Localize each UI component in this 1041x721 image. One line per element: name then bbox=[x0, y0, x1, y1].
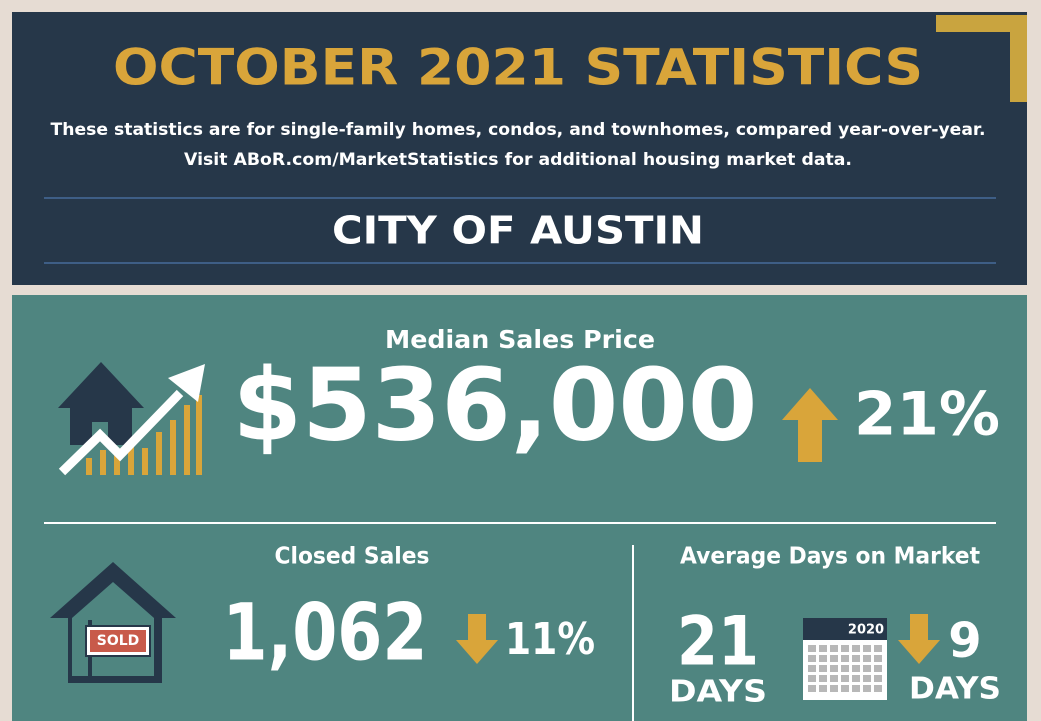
calendar-cell bbox=[819, 685, 827, 692]
calendar-cell bbox=[874, 665, 882, 672]
calendar-cell bbox=[841, 645, 849, 652]
calendar-cell bbox=[819, 645, 827, 652]
calendar-icon bbox=[803, 618, 887, 700]
stat-label: Average Days on Market bbox=[680, 544, 980, 570]
calendar-cell bbox=[819, 665, 827, 672]
stat-label: Closed Sales bbox=[275, 544, 430, 570]
calendar-cell bbox=[808, 685, 816, 692]
calendar-cell bbox=[808, 655, 816, 662]
corner-bracket bbox=[936, 15, 1027, 102]
calendar-cell bbox=[819, 655, 827, 662]
closed-sales-value: 1,062 bbox=[223, 588, 428, 678]
calendar-cell bbox=[852, 665, 860, 672]
calendar-cell bbox=[874, 645, 882, 652]
sold-house-icon bbox=[50, 562, 176, 683]
median-price: $536,000 bbox=[233, 346, 758, 463]
calendar-cell bbox=[841, 655, 849, 662]
calendar-cell bbox=[852, 675, 860, 682]
calendar-cell bbox=[841, 685, 849, 692]
subtitle: These statistics are for single-family h… bbox=[51, 120, 986, 140]
sold-sign: SOLD bbox=[97, 633, 140, 649]
calendar-cell bbox=[863, 665, 871, 672]
location: CITY OF AUSTIN bbox=[332, 209, 704, 253]
stat-label: Median Sales Price bbox=[385, 325, 655, 354]
median-change: 21% bbox=[854, 380, 1000, 450]
calendar-cell bbox=[830, 645, 838, 652]
dom-change: 9 bbox=[948, 613, 981, 669]
calendar-cell bbox=[874, 685, 882, 692]
calendar-cell bbox=[863, 685, 871, 692]
calendar-cell bbox=[830, 685, 838, 692]
calendar-cell bbox=[841, 665, 849, 672]
calendar-cell bbox=[863, 655, 871, 662]
calendar-cell bbox=[830, 675, 838, 682]
calendar-cell bbox=[808, 675, 816, 682]
calendar-cell bbox=[830, 665, 838, 672]
calendar-cell bbox=[874, 655, 882, 662]
calendar-cell bbox=[874, 675, 882, 682]
dom-change-unit: DAYS bbox=[909, 672, 1001, 707]
calendar-cell bbox=[808, 645, 816, 652]
calendar-cell bbox=[819, 675, 827, 682]
calendar-cell bbox=[841, 675, 849, 682]
dom-unit: DAYS bbox=[669, 675, 767, 710]
calendar-cell bbox=[852, 685, 860, 692]
dom-value: 21 bbox=[677, 603, 759, 682]
calendar-cell bbox=[852, 645, 860, 652]
header-panel bbox=[12, 12, 1027, 285]
up-arrow bbox=[782, 388, 838, 462]
subtitle: Visit ABoR.com/MarketStatistics for addi… bbox=[184, 150, 852, 170]
down-arrow bbox=[898, 614, 940, 664]
calendar-cell bbox=[830, 655, 838, 662]
down-arrow bbox=[456, 614, 498, 664]
calendar-cell bbox=[863, 645, 871, 652]
calendar-cell bbox=[852, 655, 860, 662]
calendar-cell bbox=[863, 675, 871, 682]
title: OCTOBER 2021 STATISTICS bbox=[113, 39, 923, 97]
closed-sales-change: 11% bbox=[505, 614, 595, 665]
calendar-year: 2020 bbox=[848, 623, 884, 638]
house-chart-icon bbox=[58, 362, 205, 476]
calendar-cell bbox=[808, 665, 816, 672]
